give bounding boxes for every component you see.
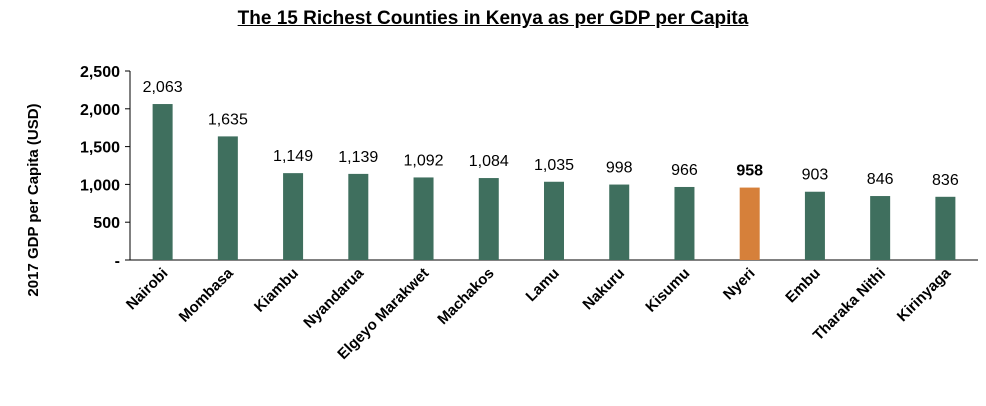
x-tick-label: Machakos [434, 265, 497, 328]
data-label: 1,635 [208, 111, 248, 128]
bar-nakuru [609, 184, 630, 260]
y-tick-label: 1,000 [80, 177, 120, 194]
data-label: 2,063 [143, 79, 183, 96]
data-label: 1,035 [534, 157, 574, 174]
x-tick-label: Nyeri [720, 265, 759, 304]
x-tick-label: Kiambu [251, 265, 302, 316]
bar-tharaka-nithi [870, 196, 891, 260]
bar-elgeyo-marakwet [413, 177, 434, 260]
bar-embu [804, 191, 825, 260]
data-label: 846 [867, 171, 894, 188]
bars [152, 104, 956, 260]
data-label: 1,084 [469, 153, 509, 170]
y-tick-label: 500 [93, 215, 120, 232]
bar-kirinyaga [935, 196, 956, 260]
chart-title: The 15 Richest Counties in Kenya as per … [237, 8, 749, 29]
data-label: 958 [736, 163, 763, 180]
y-tick-label: 2,500 [80, 64, 120, 81]
bar-kiambu [283, 173, 304, 260]
bar-machakos [478, 178, 499, 260]
data-labels: 2,063 1,635 1,149 1,139 1,092 1,084 1,035 998 96… [143, 79, 959, 189]
x-tick-label: Nakuru [579, 265, 628, 314]
bar-kisumu [674, 186, 695, 260]
data-label: 1,092 [404, 152, 444, 169]
data-label: 1,149 [273, 148, 313, 165]
y-axis: - 500 1,000 1,500 2,000 2,500 [80, 64, 978, 270]
data-label: 966 [671, 162, 698, 179]
bar-lamu [544, 181, 564, 260]
bar-nyandarua [348, 173, 369, 260]
x-tick-label: Mombasa [176, 264, 237, 325]
x-tick-label: Kisumu [642, 265, 693, 316]
x-tick-label: Nyandarua [300, 264, 367, 331]
y-tick-label: 2,000 [80, 102, 120, 119]
bar-nyeri [739, 187, 760, 260]
x-tick-label: Embu [782, 265, 823, 306]
x-tick-label: Nairobi [123, 265, 172, 314]
data-label: 1,139 [338, 149, 378, 166]
data-label: 836 [932, 172, 959, 189]
x-tick-label: Kirinyaga [894, 264, 955, 325]
bar-nairobi [152, 104, 173, 260]
x-tick-label: Lamu [523, 265, 563, 305]
data-label: 903 [802, 167, 829, 184]
data-label: 998 [606, 160, 633, 177]
y-axis-label: 2017 GDP per Capita (USD) [25, 103, 42, 296]
y-tick-label: - [115, 253, 120, 270]
y-tick-label: 1,500 [80, 140, 120, 157]
bar-mombasa [217, 136, 238, 260]
